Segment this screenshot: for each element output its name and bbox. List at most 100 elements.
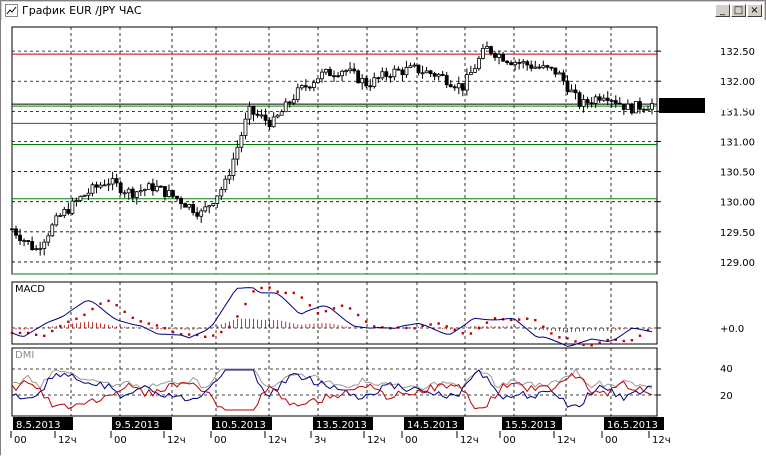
price-panel[interactable] xyxy=(11,26,658,275)
chart-glyph-icon xyxy=(6,6,17,15)
candle-body xyxy=(497,53,501,58)
date-tag-label: 10.5.2013 xyxy=(215,420,266,431)
candle-body xyxy=(601,97,606,101)
dmi-panel[interactable] xyxy=(11,347,658,417)
date-tag-box xyxy=(604,417,664,430)
candle-body xyxy=(424,70,429,74)
macd-signal-dot xyxy=(115,304,118,307)
date-tag-box xyxy=(112,417,172,430)
hour-label: 12ч xyxy=(167,435,186,446)
macd-signal-dot xyxy=(51,329,54,333)
macd-signal-dot xyxy=(236,315,239,318)
candle-body xyxy=(279,111,284,116)
candle-body xyxy=(448,84,453,88)
candle-body xyxy=(585,99,590,104)
candle-body xyxy=(617,102,622,105)
candle-body xyxy=(440,74,445,76)
candle-body xyxy=(303,85,308,88)
candle-body xyxy=(340,70,344,77)
candle-body xyxy=(609,100,614,102)
candle-body xyxy=(565,80,570,93)
hour-label: 3ч xyxy=(314,435,326,446)
candle-body xyxy=(211,203,216,207)
candle-body xyxy=(94,184,99,188)
candle-body xyxy=(428,70,433,74)
candle-body xyxy=(537,66,542,69)
macd-signal-dot xyxy=(614,338,617,341)
candle-body xyxy=(613,100,618,104)
macd-signal-dot xyxy=(252,290,255,293)
candle-body xyxy=(203,206,208,212)
macd-signal-dot xyxy=(228,325,231,329)
macd-label: MACD xyxy=(15,284,45,295)
candle-body xyxy=(66,209,71,214)
candle-body xyxy=(380,71,385,79)
minimize-button[interactable]: _ xyxy=(715,4,730,17)
close-button[interactable]: × xyxy=(747,4,762,17)
candle-body xyxy=(521,61,526,64)
date-tag-box xyxy=(502,417,562,430)
candle-body xyxy=(444,75,449,86)
candle-body xyxy=(307,86,312,89)
macd-signal-dot xyxy=(630,339,634,342)
candle-body xyxy=(106,183,111,186)
hour-label: 00 xyxy=(114,435,127,446)
candle-body xyxy=(344,70,348,73)
candle-body xyxy=(513,62,518,66)
macd-signal-dot xyxy=(517,318,521,321)
macd-signal-dot xyxy=(179,333,183,336)
macd-signal-dot xyxy=(268,286,271,289)
candle-body xyxy=(62,209,67,216)
candle-body xyxy=(159,185,163,188)
candle-body xyxy=(155,185,159,192)
candle-body xyxy=(597,96,602,101)
price-tick-label: 132.00 xyxy=(720,77,755,88)
candle-body xyxy=(275,114,280,118)
macd-signal-dot xyxy=(421,324,424,328)
macd-signal-dot xyxy=(526,317,529,320)
candle-body xyxy=(638,101,642,110)
price-tick-label: 130.00 xyxy=(720,198,755,209)
candle-body xyxy=(175,195,179,199)
date-tag-label: 8.5.2013 xyxy=(16,420,61,431)
macd-signal-dot xyxy=(356,313,360,317)
candle-body xyxy=(299,85,304,89)
candle-body xyxy=(114,178,119,184)
candle-body xyxy=(593,96,598,104)
candle-body xyxy=(98,184,103,188)
macd-signal-dot xyxy=(75,317,78,320)
candle-body xyxy=(372,77,377,87)
candle-body xyxy=(505,60,509,64)
candle-body xyxy=(171,190,175,197)
candle-body xyxy=(74,200,79,202)
macd-signal-dot xyxy=(638,334,642,337)
candle-body xyxy=(267,119,272,128)
candle-body xyxy=(408,65,413,68)
macd-signal-dot xyxy=(220,330,223,334)
macd-signal-dot xyxy=(493,317,497,320)
current-price-label: 131.62 xyxy=(720,100,762,113)
candle-body xyxy=(545,65,550,68)
macd-signal-dot xyxy=(574,340,577,343)
date-tag-box xyxy=(404,417,464,430)
macd-signal-dot xyxy=(34,333,38,337)
hour-label: 12ч xyxy=(268,435,287,446)
date-tag-label: 13.5.2013 xyxy=(316,420,367,431)
hour-label: 00 xyxy=(605,435,618,446)
macd-zero-label: +0.0 xyxy=(720,324,744,335)
macd-signal-dot xyxy=(365,320,368,323)
candle-body xyxy=(589,102,594,105)
price-tick-label: 131.50 xyxy=(720,107,755,118)
macd-panel[interactable] xyxy=(11,281,658,345)
macd-signal-dot xyxy=(332,307,336,310)
maximize-button[interactable]: □ xyxy=(731,4,746,17)
candle-body xyxy=(195,212,200,217)
macd-signal-dot xyxy=(308,304,312,307)
hour-label: 00 xyxy=(405,435,418,446)
candle-body xyxy=(400,69,405,76)
current-price-box xyxy=(659,98,705,113)
macd-signal-dot xyxy=(606,338,609,342)
macd-signal-dot xyxy=(131,316,134,320)
candle-body xyxy=(501,53,505,62)
